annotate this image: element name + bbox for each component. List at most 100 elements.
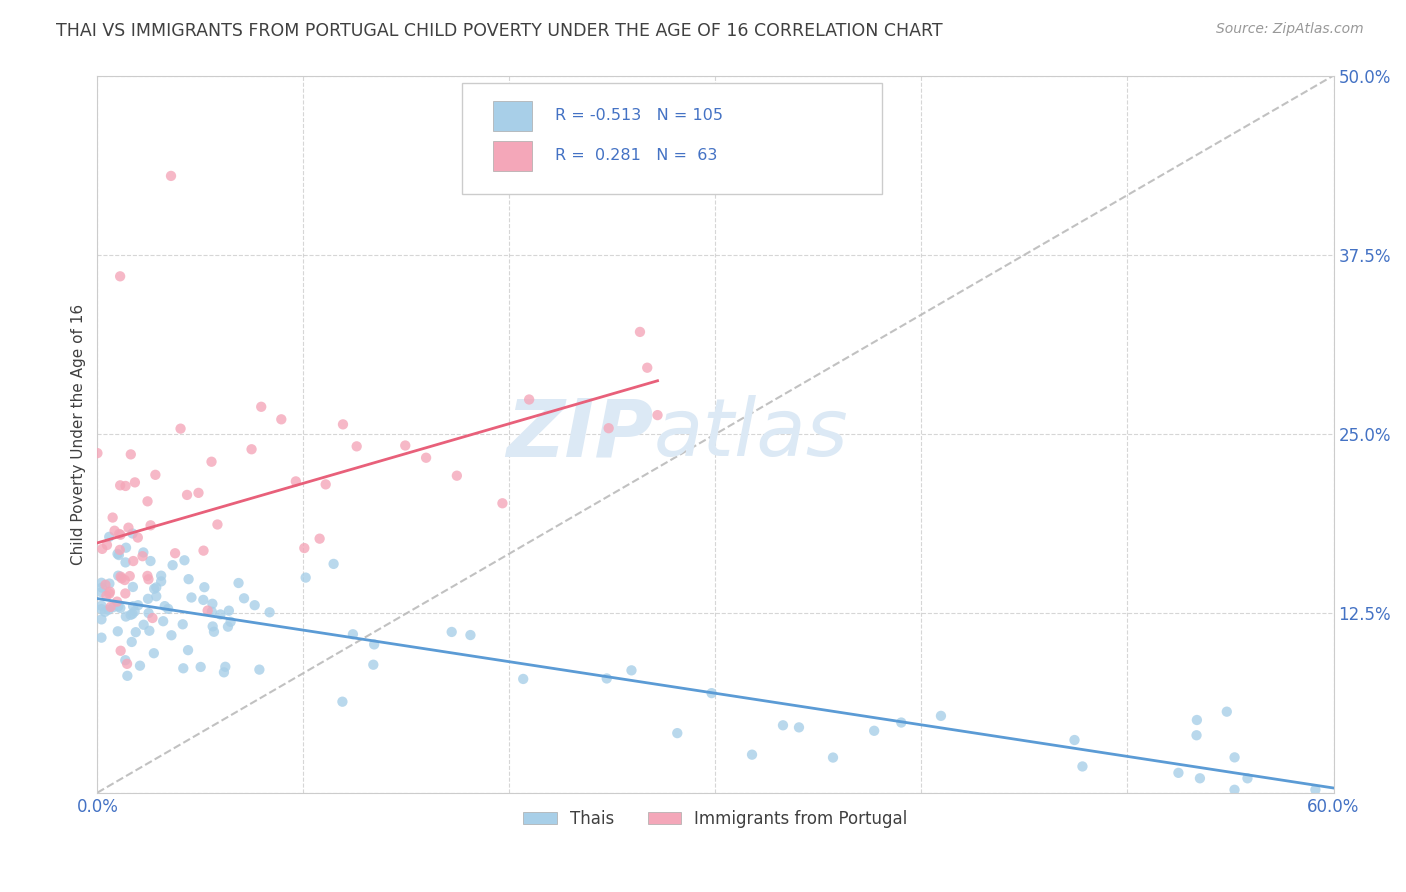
Point [201, 605, 224, 619]
Point [1223, 782, 1246, 797]
Point [96, 589, 118, 603]
Point [446, 468, 468, 483]
Point [150, 574, 173, 589]
Text: THAI VS IMMIGRANTS FROM PORTUGAL CHILD POVERTY UNDER THE AGE OF 16 CORRELATION C: THAI VS IMMIGRANTS FROM PORTUGAL CHILD P… [56, 22, 943, 40]
Point [1223, 750, 1246, 764]
Point [1185, 713, 1208, 727]
Text: R = -0.513   N = 105: R = -0.513 N = 105 [555, 108, 723, 123]
Point [120, 607, 142, 622]
Point [1236, 772, 1258, 786]
Point [193, 543, 215, 558]
Point [100, 599, 122, 614]
Point [101, 510, 124, 524]
Point [700, 686, 723, 700]
Point [217, 620, 239, 634]
Point [115, 609, 138, 624]
Point [929, 709, 952, 723]
Point [160, 169, 183, 183]
Point [114, 573, 136, 587]
Point [193, 593, 215, 607]
Point [145, 467, 167, 482]
Point [440, 624, 463, 639]
Point [145, 581, 167, 595]
Point [107, 568, 129, 582]
Text: R =  0.281   N =  63: R = 0.281 N = 63 [555, 148, 717, 163]
Point [628, 325, 651, 339]
Point [114, 586, 136, 600]
Point [114, 653, 136, 667]
Point [143, 582, 166, 596]
Point [122, 580, 145, 594]
Point [598, 421, 620, 435]
Point [787, 720, 810, 734]
Point [666, 726, 689, 740]
Point [332, 695, 354, 709]
Point [247, 663, 270, 677]
Point [91, 581, 114, 595]
Point [460, 628, 482, 642]
Point [132, 545, 155, 559]
Text: atlas: atlas [654, 395, 848, 473]
Point [124, 604, 146, 618]
Point [315, 477, 337, 491]
Point [121, 607, 143, 621]
Text: Source: ZipAtlas.com: Source: ZipAtlas.com [1216, 22, 1364, 37]
Point [115, 541, 138, 555]
Point [120, 447, 142, 461]
Point [202, 624, 225, 639]
Point [138, 572, 160, 586]
Point [636, 360, 658, 375]
Point [115, 657, 138, 671]
Point [152, 614, 174, 628]
Point [136, 494, 159, 508]
Point [108, 542, 131, 557]
Point [139, 518, 162, 533]
Point [108, 548, 131, 562]
Point [121, 635, 143, 649]
Point [243, 598, 266, 612]
Point [98, 587, 121, 601]
Text: ZIP: ZIP [506, 395, 654, 473]
Point [107, 547, 129, 561]
Point [105, 594, 128, 608]
Point [201, 597, 224, 611]
Point [138, 624, 160, 638]
Point [97, 602, 120, 616]
Point [117, 521, 139, 535]
Point [821, 750, 844, 764]
Point [111, 571, 134, 585]
Point [187, 486, 209, 500]
Point [209, 607, 232, 622]
Point [90, 575, 112, 590]
Point [107, 599, 129, 614]
Point [103, 524, 125, 538]
Point [165, 546, 187, 560]
Point [127, 531, 149, 545]
Point [517, 392, 540, 407]
Point [103, 600, 125, 615]
Point [91, 541, 114, 556]
Point [207, 517, 229, 532]
Point [157, 602, 180, 616]
Point [142, 646, 165, 660]
Point [136, 591, 159, 606]
Point [741, 747, 763, 762]
Point [131, 549, 153, 564]
Point [346, 439, 368, 453]
Point [94, 578, 117, 592]
Point [108, 478, 131, 492]
Point [596, 672, 619, 686]
Point [219, 615, 242, 629]
Point [308, 532, 330, 546]
Point [129, 658, 152, 673]
Point [863, 723, 886, 738]
Point [218, 604, 240, 618]
Point [620, 664, 643, 678]
Point [201, 619, 224, 633]
Point [394, 438, 416, 452]
Point [259, 605, 281, 619]
Point [110, 527, 132, 541]
Point [415, 450, 437, 465]
Point [200, 455, 222, 469]
Point [177, 572, 200, 586]
